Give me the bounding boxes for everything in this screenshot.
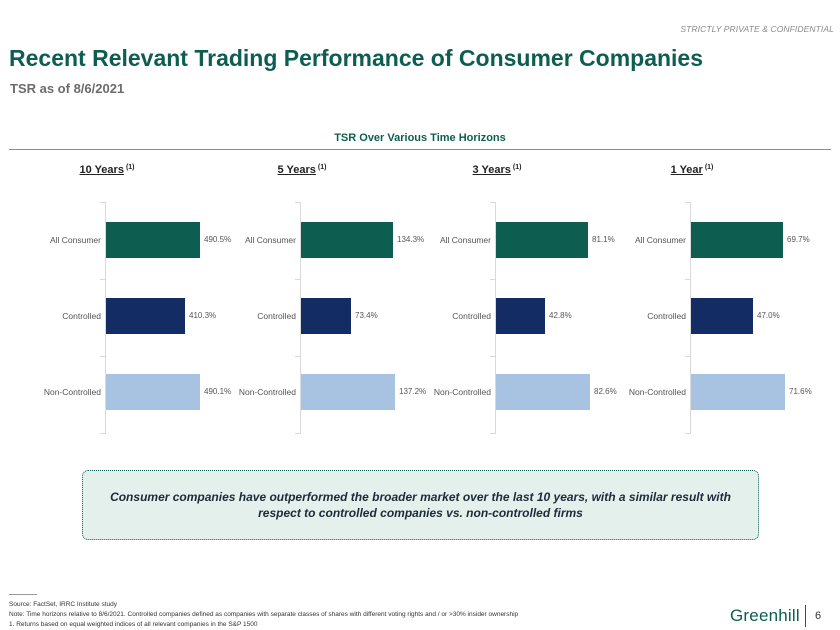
panel-title: 3 Years (1) xyxy=(399,164,595,176)
axis-tick xyxy=(490,433,496,434)
bar-row: Controlled 410.3% xyxy=(9,298,216,334)
definition-note: Note: Time horizons relative to 8/6/2021… xyxy=(9,611,519,618)
value-label: 134.3% xyxy=(397,235,425,244)
panel-footnote-ref: (1) xyxy=(125,164,135,171)
panel-footnote-ref: (1) xyxy=(512,164,522,171)
axis-tick xyxy=(685,202,691,203)
page-title: Recent Relevant Trading Performance of C… xyxy=(9,45,704,71)
value-label: 490.1% xyxy=(204,387,232,396)
callout-text: Consumer companies have outperformed the… xyxy=(110,490,731,520)
axis-tick xyxy=(295,433,301,434)
bar-row: All Consumer 81.1% xyxy=(399,222,615,258)
bar-all-consumer xyxy=(496,222,588,258)
page-subtitle: TSR as of 8/6/2021 xyxy=(10,81,125,96)
bar-row: Non-Controlled 71.6% xyxy=(594,374,812,410)
value-label: 410.3% xyxy=(189,311,217,320)
axis-tick xyxy=(100,279,106,280)
bar-controlled xyxy=(496,298,545,334)
value-label: 137.2% xyxy=(399,387,427,396)
panel-footnote-ref: (1) xyxy=(704,164,714,171)
panel-footnote-ref: (1) xyxy=(317,164,327,171)
bar-row: Non-Controlled 490.1% xyxy=(9,374,231,410)
category-axis xyxy=(105,202,106,434)
bar-row: Controlled 42.8% xyxy=(399,298,595,334)
category-label: Controlled xyxy=(62,311,101,321)
category-axis xyxy=(300,202,301,434)
value-label: 81.1% xyxy=(592,235,615,244)
bar-non-controlled xyxy=(106,374,200,410)
axis-tick xyxy=(295,279,301,280)
axis-tick xyxy=(490,202,496,203)
bar-all-consumer xyxy=(301,222,393,258)
value-label: 73.4% xyxy=(355,311,378,320)
bar-controlled xyxy=(301,298,351,334)
category-label: All Consumer xyxy=(439,235,491,245)
category-label: All Consumer xyxy=(634,235,686,245)
bar-all-consumer xyxy=(106,222,200,258)
category-label: Non-Controlled xyxy=(43,387,101,397)
chart-panel: 1 Year (1) All Consumer 69.7% Controlled 47.0… xyxy=(594,164,812,434)
panel-title: 5 Years (1) xyxy=(204,164,400,176)
bar-controlled xyxy=(691,298,753,334)
page-number: 6 xyxy=(815,610,822,622)
footnote-1: 1. Returns based on equal weighted indic… xyxy=(9,621,258,628)
bar-row: Non-Controlled 82.6% xyxy=(399,374,617,410)
greenhill-logo: Greenhill xyxy=(730,606,800,625)
panel-title: 10 Years (1) xyxy=(9,164,205,176)
bar-row: All Consumer 490.5% xyxy=(9,222,231,258)
category-label: Non-Controlled xyxy=(628,387,686,397)
key-takeaway-callout: Consumer companies have outperformed the… xyxy=(82,470,759,540)
chart-panel: 5 Years (1) All Consumer 134.3% Controlled 73… xyxy=(204,164,426,434)
chart-section-title: TSR Over Various Time Horizons xyxy=(334,132,506,144)
category-label: Controlled xyxy=(452,311,491,321)
category-label: Controlled xyxy=(647,311,686,321)
chart-panel: 3 Years (1) All Consumer 81.1% Controlled 42.… xyxy=(399,164,617,434)
footnote-divider xyxy=(9,594,37,595)
confidentiality-label: STRICTLY PRIVATE & CONFIDENTIAL xyxy=(680,24,834,34)
axis-tick xyxy=(490,279,496,280)
axis-tick xyxy=(685,279,691,280)
category-label: All Consumer xyxy=(49,235,101,245)
axis-tick xyxy=(295,356,301,357)
logo-separator xyxy=(805,605,806,627)
value-label: 47.0% xyxy=(757,311,780,320)
category-label: All Consumer xyxy=(244,235,296,245)
chart-panel: 10 Years (1) All Consumer 490.5% Controlled 4… xyxy=(9,164,231,434)
panel-title-text: 3 Years xyxy=(472,164,511,176)
bar-non-controlled xyxy=(691,374,785,410)
category-label: Controlled xyxy=(257,311,296,321)
axis-tick xyxy=(100,433,106,434)
category-axis xyxy=(495,202,496,434)
bar-all-consumer xyxy=(691,222,783,258)
value-label: 42.8% xyxy=(549,311,572,320)
axis-tick xyxy=(295,202,301,203)
source-note: Source: FactSet, IRRC Institute study xyxy=(9,601,118,608)
bar-non-controlled xyxy=(301,374,395,410)
bar-row: All Consumer 134.3% xyxy=(204,222,424,258)
bar-row: Controlled 47.0% xyxy=(594,298,790,334)
category-label: Non-Controlled xyxy=(238,387,296,397)
section-divider xyxy=(9,149,831,150)
category-label: Non-Controlled xyxy=(433,387,491,397)
value-label: 69.7% xyxy=(787,235,810,244)
category-axis xyxy=(690,202,691,434)
value-label: 82.6% xyxy=(594,387,617,396)
axis-tick xyxy=(100,356,106,357)
axis-tick xyxy=(685,356,691,357)
value-label: 71.6% xyxy=(789,387,812,396)
axis-tick xyxy=(100,202,106,203)
panel-title-text: 1 Year xyxy=(670,164,703,176)
panel-title: 1 Year (1) xyxy=(594,164,790,176)
bar-non-controlled xyxy=(496,374,590,410)
bar-controlled xyxy=(106,298,185,334)
axis-tick xyxy=(490,356,496,357)
bar-row: Non-Controlled 137.2% xyxy=(204,374,426,410)
panel-title-text: 5 Years xyxy=(277,164,316,176)
bar-row: Controlled 73.4% xyxy=(204,298,400,334)
bar-row: All Consumer 69.7% xyxy=(594,222,810,258)
panel-title-text: 10 Years xyxy=(79,164,124,176)
value-label: 490.5% xyxy=(204,235,232,244)
axis-tick xyxy=(685,433,691,434)
